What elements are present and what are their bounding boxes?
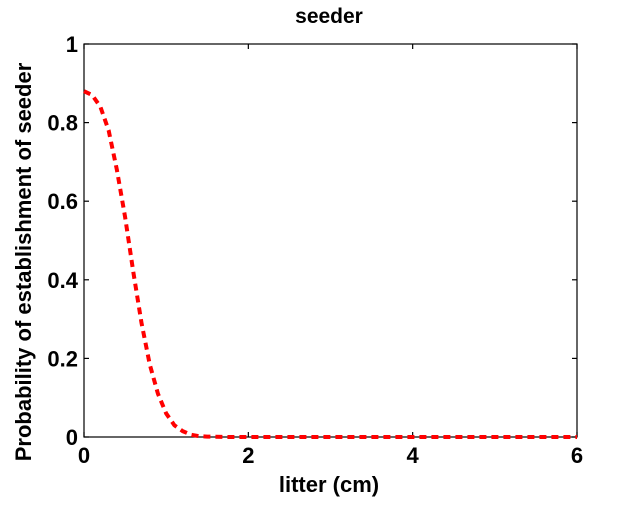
plot-area: 0 2 4 6 0 0.2 0.4 0.6 0.8 1 [47,32,583,468]
x-tick-label: 0 [78,443,90,468]
y-axis-label: Probability of establishment of seeder [11,62,36,461]
y-tick-label: 0 [66,425,78,450]
x-axis-label: litter (cm) [279,472,379,497]
plot-frame [83,43,578,438]
chart-title: seeder [295,5,363,28]
x-tick-label: 6 [571,443,583,468]
y-tick-label: 0.4 [47,268,78,293]
x-tick-label: 4 [407,443,420,468]
series-line [83,89,577,439]
y-tick-label: 1 [66,32,78,57]
y-tick-label: 0.6 [47,189,78,214]
x-tick-label: 2 [242,443,254,468]
y-tick-label: 0.8 [47,111,78,136]
y-tick-label: 0.2 [47,346,78,371]
